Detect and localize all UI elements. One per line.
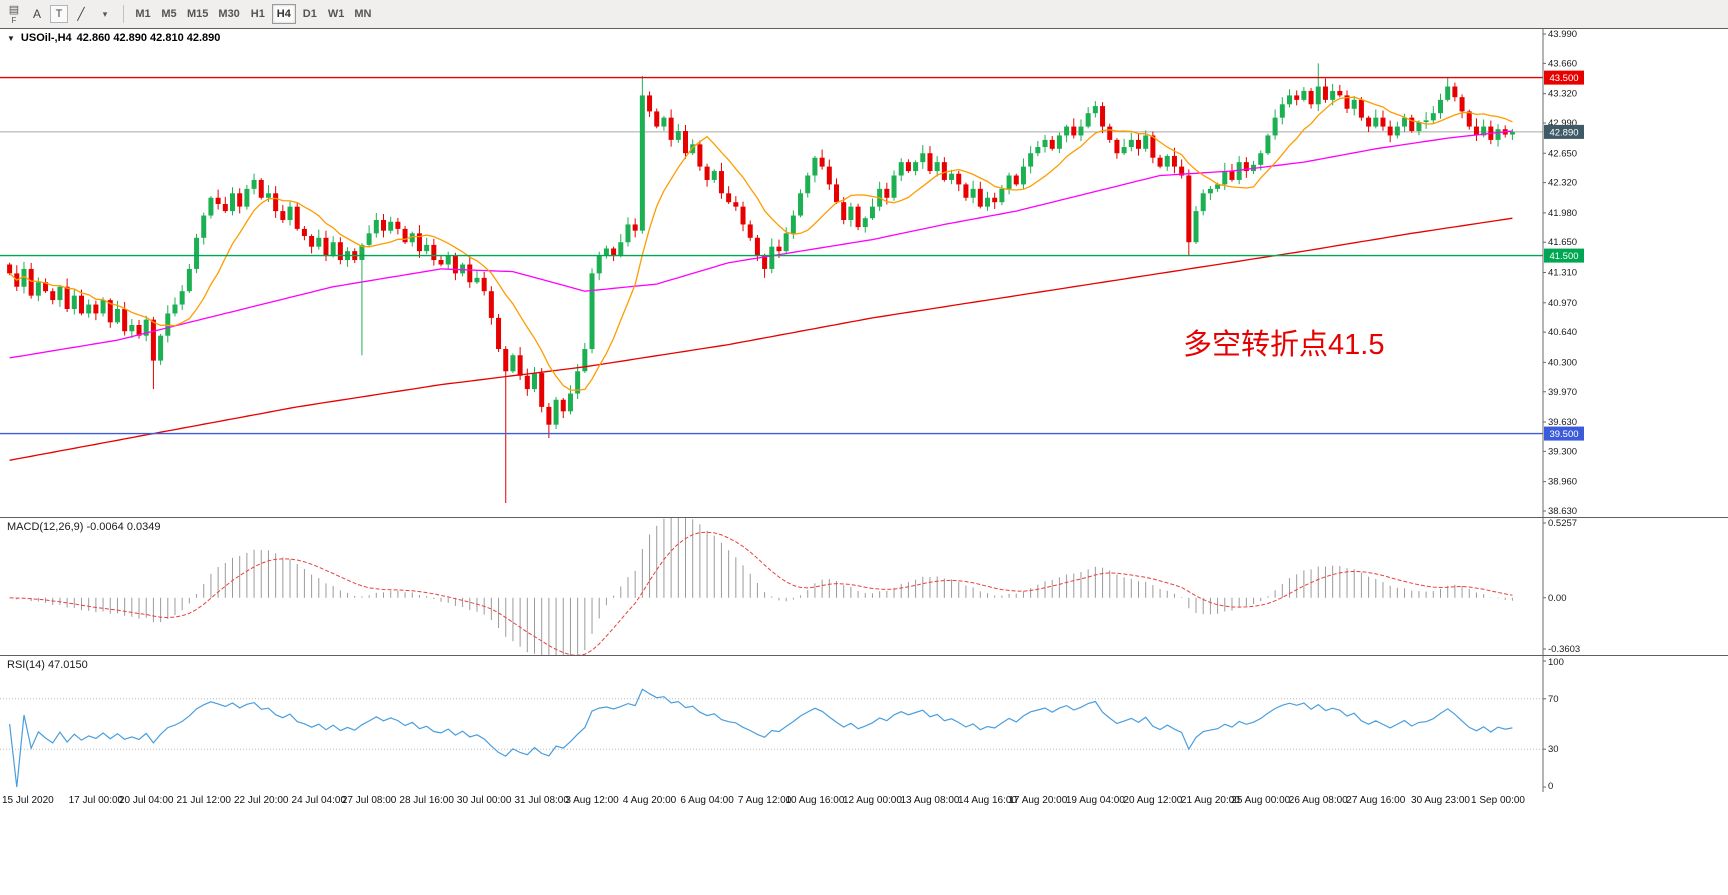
timeframe-button-m15[interactable]: M15 [183,4,212,24]
time-label: 30 Aug 23:00 [1411,795,1470,806]
svg-text:41.650: 41.650 [1548,237,1577,248]
svg-text:42.890: 42.890 [1549,127,1578,138]
svg-text:40.640: 40.640 [1548,327,1577,338]
time-label: 21 Jul 12:00 [176,795,231,806]
collapse-triangle-icon[interactable]: ▼ [7,33,15,43]
cursor-tool-icon[interactable]: A [26,3,48,25]
timeframe-button-h1[interactable]: H1 [246,4,270,24]
ma-fast-line [9,96,1513,391]
rsi-line [9,688,1513,788]
svg-text:38.630: 38.630 [1548,506,1577,517]
timeframe-button-m5[interactable]: M5 [157,4,181,24]
svg-text:41.310: 41.310 [1548,268,1577,279]
svg-text:39.300: 39.300 [1548,446,1577,457]
svg-text:41.500: 41.500 [1549,251,1578,262]
time-label: 15 Jul 2020 [2,795,54,806]
macd-signal-line [9,531,1513,656]
draw-tool-icon[interactable]: ╱ [70,3,92,25]
svg-text:-0.3603: -0.3603 [1548,644,1580,655]
svg-text:43.320: 43.320 [1548,89,1577,100]
time-axis[interactable]: 15 Jul 2020 17 Jul 00:00 20 Jul 04:00 21 Ju… [0,792,1728,812]
ma-slow-line [9,217,1513,461]
timeframe-button-d1[interactable]: D1 [298,4,322,24]
time-label: 10 Aug 16:00 [785,795,845,806]
ma-mid-line [9,130,1513,359]
rsi-header: RSI(14) 47.0150 [7,659,88,671]
macd-panel: 0.5257 0.00 -0.3603 MACD(12,26,9) -0.0064 … [0,517,1728,656]
price-panel-header: ▼ USOil-,H4 42.860 42.890 42.810 42.890 [7,32,220,44]
time-label: 6 Aug 04:00 [680,795,734,806]
svg-text:70: 70 [1548,694,1559,705]
time-label: 19 Aug 04:00 [1065,795,1125,806]
time-label: 21 Aug 20:00 [1180,795,1240,806]
candles-series [7,63,1515,503]
chart-windows-icon[interactable]: ▤ F [3,1,25,27]
symbol-title: USOil-,H4 [20,32,72,44]
text-tool-icon[interactable]: T [50,5,68,23]
svg-text:30: 30 [1548,744,1559,755]
time-label: 13 Aug 08:00 [900,795,960,806]
svg-text:0.5257: 0.5257 [1548,518,1577,529]
time-label: 4 Aug 20:00 [622,795,677,806]
ohlc-values: 42.860 42.890 42.810 42.890 [76,32,221,44]
time-label: 30 Jul 00:00 [456,795,512,806]
time-label: 27 Aug 16:00 [1346,795,1406,806]
window-grid-icon: ▤ [8,3,20,16]
timeframe-button-group: M1 M5 M15 M30 H1 H4 D1 W1 MN [130,4,376,24]
time-label: 7 Aug 12:00 [737,795,792,806]
annotation-text: 多空转折点41.5 [1183,329,1385,361]
rsi-panel: 100 70 30 0 RSI(14) 47.0150 [0,655,1728,793]
timeframe-button-m30[interactable]: M30 [214,4,243,24]
time-label: 25 Aug 00:00 [1231,795,1291,806]
svg-text:43.660: 43.660 [1548,58,1577,69]
svg-text:42.650: 42.650 [1548,148,1577,159]
svg-text:43.990: 43.990 [1548,29,1577,40]
timeframe-button-w1[interactable]: W1 [324,4,349,24]
svg-text:43.500: 43.500 [1549,73,1578,84]
time-label: 17 Jul 00:00 [68,795,124,806]
svg-text:42.990: 42.990 [1548,118,1577,129]
svg-text:100: 100 [1548,657,1564,668]
macd-histogram [16,518,1513,656]
macd-canvas[interactable]: 0.5257 0.00 -0.3603 [0,518,1600,656]
svg-text:40.300: 40.300 [1548,357,1577,368]
macd-header: MACD(12,26,9) -0.0064 0.0349 [7,521,161,533]
time-label: 22 Jul 20:00 [234,795,289,806]
time-label: 31 Jul 08:00 [514,795,569,806]
svg-text:39.970: 39.970 [1548,387,1577,398]
price-panel: 43.990 43.660 43.320 42.990 42.650 42.320 41.9… [0,28,1728,518]
svg-text:39.500: 39.500 [1549,429,1578,440]
f-key-label: F [11,15,17,25]
time-label: 28 Jul 16:00 [399,795,454,806]
timeframe-button-h4[interactable]: H4 [271,4,296,24]
time-label: 1 Sep 00:00 [1471,795,1525,806]
timeframe-button-mn[interactable]: MN [350,4,375,24]
svg-text:41.980: 41.980 [1548,208,1577,219]
svg-text:0.00: 0.00 [1548,593,1567,604]
toolbar: ▤ F A T ╱ ▾ M1 M5 M15 M30 H1 H4 D1 W1 MN [0,0,1728,29]
time-label: 24 Jul 04:00 [291,795,347,806]
tools-caret-icon[interactable]: ▾ [94,3,116,25]
svg-text:42.320: 42.320 [1548,178,1577,189]
toolbar-separator [123,5,124,23]
timeframe-button-m1[interactable]: M1 [131,4,155,24]
svg-text:38.960: 38.960 [1548,477,1577,488]
time-label: 17 Aug 20:00 [1008,795,1068,806]
time-label: 14 Aug 16:00 [958,795,1017,806]
rsi-canvas[interactable]: 100 70 30 0 [0,656,1600,792]
svg-text:40.970: 40.970 [1548,298,1577,309]
time-label: 12 Aug 00:00 [842,795,902,806]
svg-text:0: 0 [1548,781,1553,792]
svg-text:39.630: 39.630 [1548,417,1577,428]
time-label: 26 Aug 08:00 [1288,795,1348,806]
price-chart-canvas[interactable]: 43.990 43.660 43.320 42.990 42.650 42.320 41.9… [0,29,1600,518]
time-label: 3 Aug 12:00 [565,795,619,806]
time-label: 27 Jul 08:00 [341,795,397,806]
time-label: 20 Jul 04:00 [118,795,174,806]
time-label: 20 Aug 12:00 [1123,795,1183,806]
